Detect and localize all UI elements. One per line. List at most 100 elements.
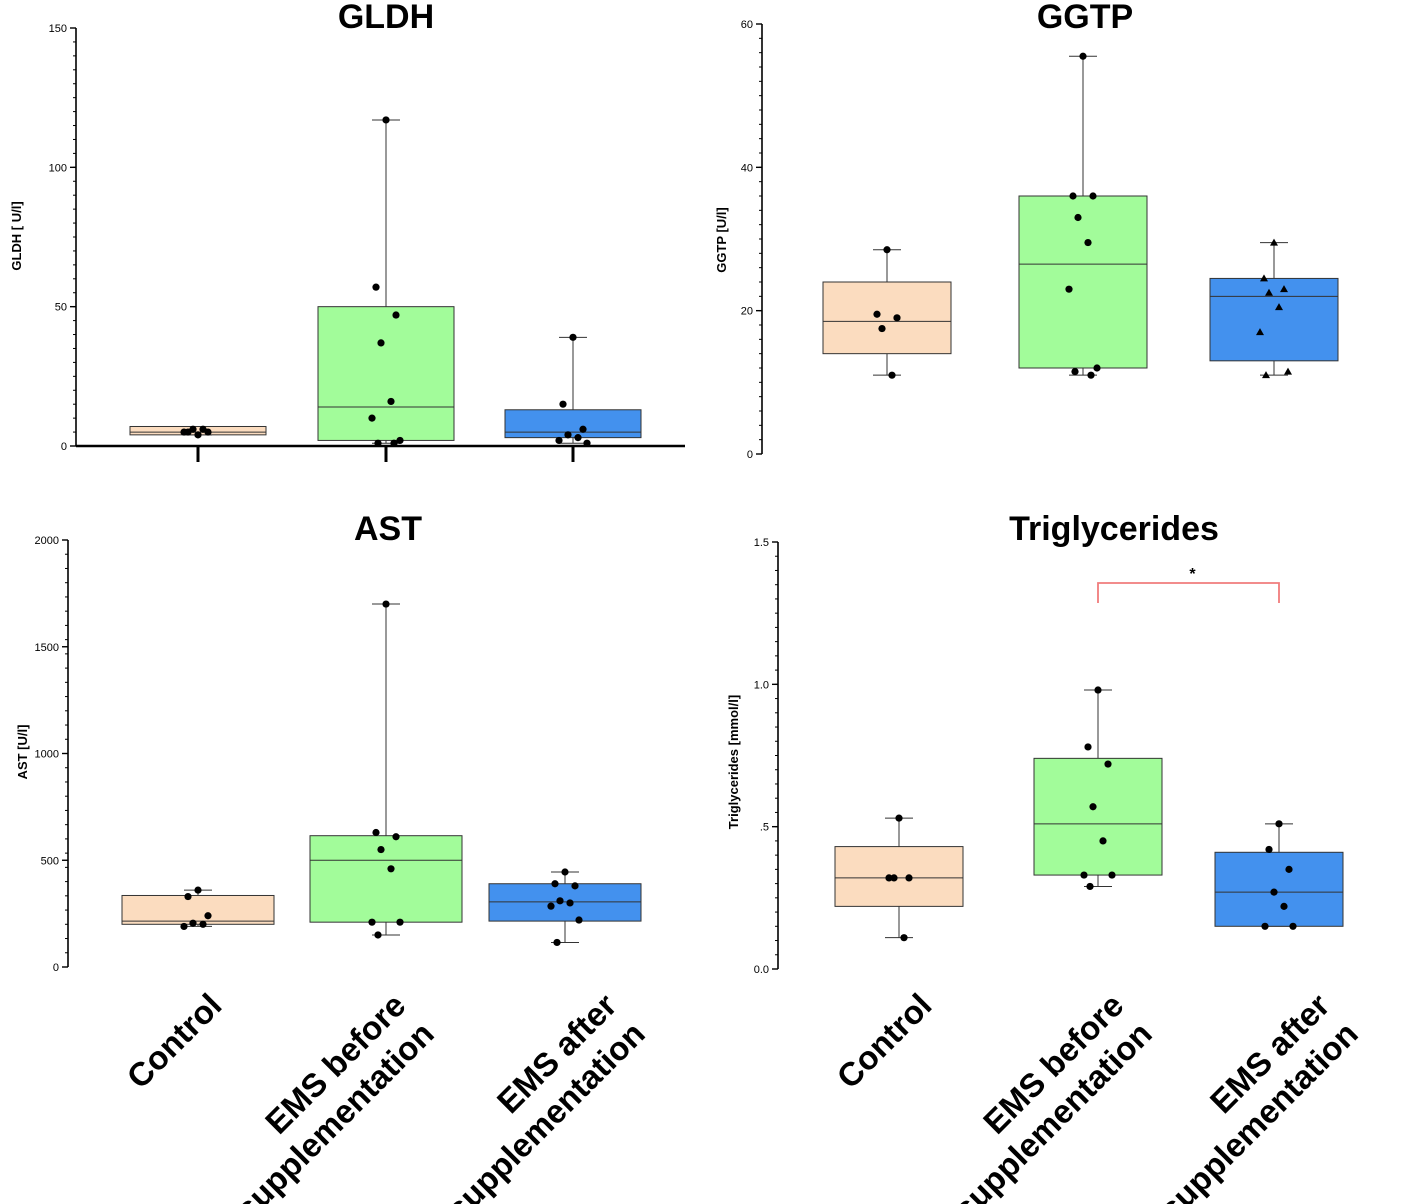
data-point	[1065, 285, 1073, 293]
data-point	[368, 918, 376, 926]
data-point	[1094, 686, 1102, 694]
data-point	[194, 431, 202, 439]
y-axis-label: GLDH [ U/l]	[9, 201, 24, 270]
y-tick-label: 150	[49, 23, 67, 35]
y-tick-label: .5	[760, 822, 769, 834]
data-point	[382, 116, 390, 124]
data-point	[1262, 371, 1270, 379]
data-point	[885, 874, 893, 882]
data-point	[1069, 192, 1077, 200]
box-triglycerides-0	[834, 814, 964, 942]
data-point	[1256, 328, 1264, 336]
box-ggtp-0	[822, 246, 952, 379]
box-ggtp-2	[1209, 238, 1339, 379]
box-iqr	[1018, 195, 1148, 369]
y-axis-label: Triglycerides [mmol/l]	[726, 695, 741, 829]
box-iqr	[309, 835, 463, 923]
data-point	[1089, 192, 1097, 200]
box-iqr	[822, 281, 952, 355]
data-point	[559, 400, 567, 408]
data-point	[1084, 743, 1092, 751]
y-tick-label: 40	[741, 162, 753, 174]
data-point	[1260, 274, 1268, 282]
y-tick-label: 1.5	[754, 537, 769, 549]
data-point	[888, 371, 896, 379]
significance-star: *	[1189, 566, 1196, 583]
y-tick-label: 50	[55, 302, 67, 314]
box-gldh-1	[317, 116, 455, 447]
box-iqr	[1214, 851, 1344, 927]
box-ast-1	[309, 600, 463, 939]
data-point	[377, 845, 385, 854]
data-point	[569, 333, 577, 341]
data-point	[1093, 364, 1101, 372]
chart-ast: AST 0 500 1000 1500 2000 AST [U/l]	[15, 510, 642, 974]
data-point	[1080, 871, 1088, 879]
data-point	[372, 283, 380, 291]
data-point	[396, 436, 404, 445]
chart-ggtp: GGTP 0 20 40 60 GGTP [U/l]	[714, 0, 1339, 461]
data-point	[392, 311, 400, 319]
y-tick-label: 2000	[35, 535, 59, 547]
y-tick-label: 0	[747, 449, 753, 461]
data-point	[199, 920, 207, 928]
data-point	[1079, 52, 1087, 60]
data-point	[392, 833, 400, 841]
data-point	[893, 314, 901, 322]
box-iqr	[504, 409, 642, 439]
data-point	[890, 874, 898, 882]
data-point	[1099, 837, 1107, 845]
chart-title: Triglycerides	[1009, 510, 1219, 548]
data-point	[199, 425, 207, 433]
box-iqr	[317, 306, 455, 441]
data-point	[1270, 888, 1278, 896]
category-label: Control	[119, 986, 228, 1095]
data-point	[1285, 865, 1293, 873]
data-point	[374, 439, 382, 447]
data-point	[189, 919, 197, 927]
data-point	[1104, 760, 1112, 768]
x-category-labels-left: Control EMS beforesupplementation EMS afte…	[119, 986, 652, 1204]
data-point	[1089, 803, 1097, 811]
data-point	[900, 934, 908, 942]
data-point	[575, 916, 583, 924]
data-point	[1071, 367, 1079, 376]
data-point	[1284, 367, 1292, 375]
chart-triglycerides: Triglycerides 0.0 .5 1.0 1.5 Triglycerides [m…	[726, 510, 1344, 976]
data-point	[1074, 213, 1082, 222]
data-point	[1261, 922, 1269, 930]
data-point	[895, 814, 903, 822]
data-point	[583, 439, 591, 447]
y-tick-label: 1.0	[754, 679, 769, 691]
box-gldh-2	[504, 333, 642, 447]
box-ast-0	[121, 886, 275, 931]
box-iqr	[1209, 277, 1339, 362]
significance-bracket	[1097, 582, 1280, 603]
box-iqr	[121, 894, 275, 925]
x-category-labels-right: Control EMS beforesupplementation EMS afte…	[829, 986, 1364, 1204]
category-label: Control	[829, 986, 938, 1095]
data-point	[556, 897, 564, 905]
data-point	[547, 902, 555, 910]
data-point	[561, 868, 569, 876]
data-point	[1280, 902, 1288, 910]
y-axis-label: GGTP [U/l]	[714, 207, 729, 272]
data-point	[387, 865, 395, 873]
box-triglycerides-2	[1214, 820, 1344, 930]
y-tick-label: 0.0	[754, 964, 769, 976]
y-axis-label: AST [U/l]	[15, 725, 30, 780]
data-point	[387, 397, 395, 406]
chart-title: GLDH	[338, 0, 434, 36]
category-label: EMS beforesupplementation	[918, 986, 1159, 1204]
box-gldh-0	[129, 425, 267, 439]
chart-title: GGTP	[1037, 0, 1133, 36]
category-label: EMS aftersupplementation	[411, 986, 652, 1204]
data-point	[1086, 882, 1094, 891]
category-label-line: Control	[119, 986, 228, 1095]
box-iqr	[1033, 757, 1163, 876]
data-point	[564, 431, 572, 439]
data-point	[1265, 288, 1273, 296]
box-triglycerides-1	[1033, 686, 1163, 891]
data-point	[566, 899, 574, 907]
